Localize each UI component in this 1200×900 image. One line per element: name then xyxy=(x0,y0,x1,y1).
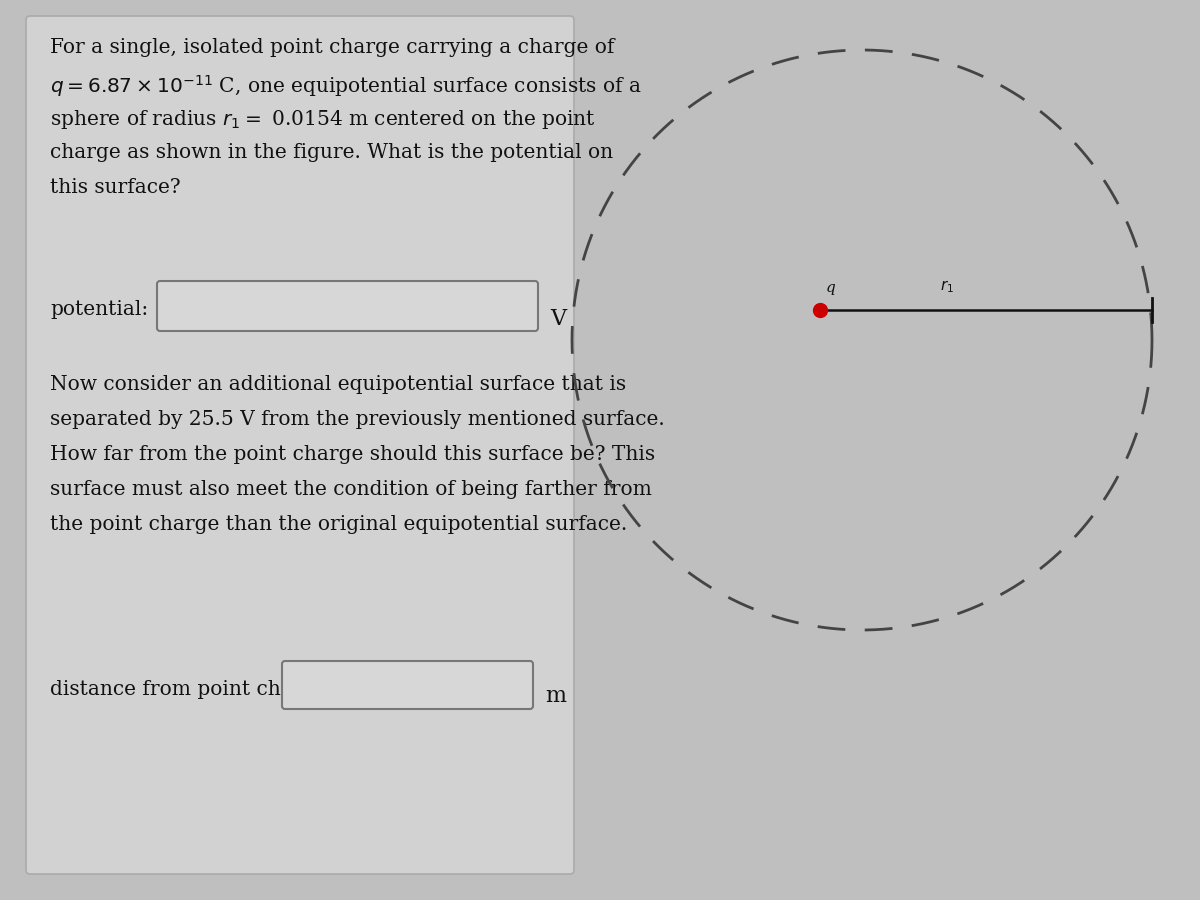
Text: distance from point charge:: distance from point charge: xyxy=(50,680,334,699)
Text: charge as shown in the figure. What is the potential on: charge as shown in the figure. What is t… xyxy=(50,143,613,162)
Text: $r_1$: $r_1$ xyxy=(940,278,954,295)
Text: q: q xyxy=(826,281,835,295)
Text: this surface?: this surface? xyxy=(50,178,181,197)
Text: surface must also meet the condition of being farther from: surface must also meet the condition of … xyxy=(50,480,652,499)
Text: V: V xyxy=(550,308,566,330)
Text: For a single, isolated point charge carrying a charge of: For a single, isolated point charge carr… xyxy=(50,38,614,57)
FancyBboxPatch shape xyxy=(157,281,538,331)
Text: potential:: potential: xyxy=(50,300,149,319)
FancyBboxPatch shape xyxy=(26,16,574,874)
Text: separated by 25.5 V from the previously mentioned surface.: separated by 25.5 V from the previously … xyxy=(50,410,665,429)
Text: sphere of radius $r_1 =$ 0.0154 m centered on the point: sphere of radius $r_1 =$ 0.0154 m center… xyxy=(50,108,596,131)
Text: m: m xyxy=(545,685,566,707)
Text: $q = 6.87 \times 10^{-11}$ C, one equipotential surface consists of a: $q = 6.87 \times 10^{-11}$ C, one equipo… xyxy=(50,73,642,99)
Text: the point charge than the original equipotential surface.: the point charge than the original equip… xyxy=(50,515,628,534)
FancyBboxPatch shape xyxy=(282,661,533,709)
Text: Now consider an additional equipotential surface that is: Now consider an additional equipotential… xyxy=(50,375,626,394)
Text: How far from the point charge should this surface be? This: How far from the point charge should thi… xyxy=(50,445,655,464)
